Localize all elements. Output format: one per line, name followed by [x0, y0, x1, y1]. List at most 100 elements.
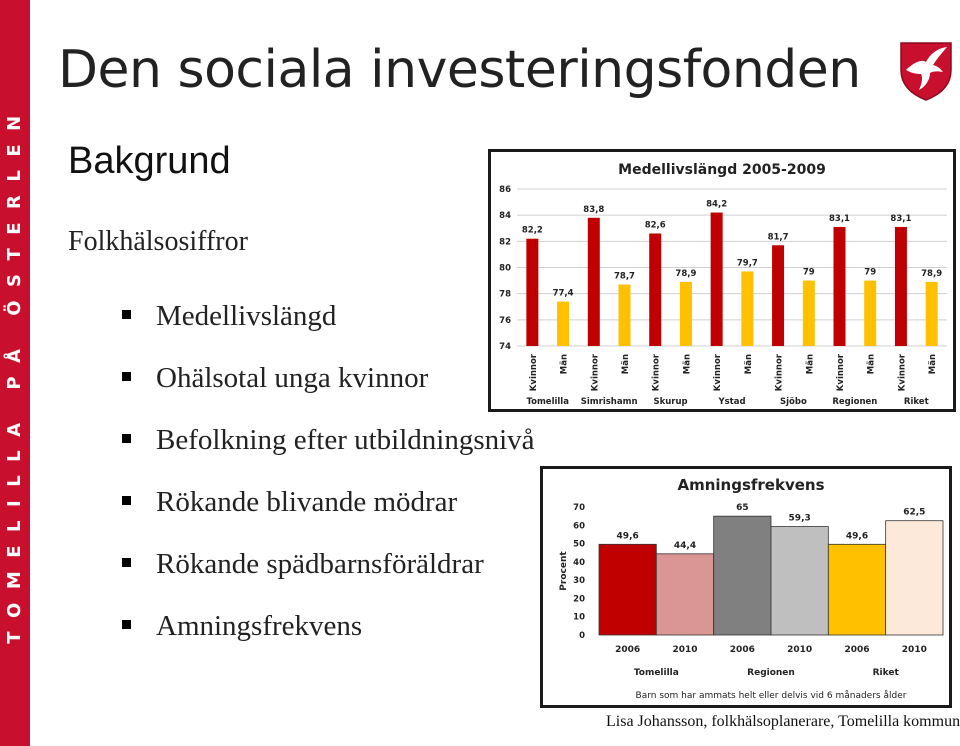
life-expectancy-chart-svg: Medellivslängd 2005-2009 74 76 78 80 82 84 86 82…: [499, 162, 947, 407]
y-tick-label: 20: [573, 594, 585, 604]
x-tick-label: Män: [682, 354, 692, 374]
bullet-text: Rökande spädbarnsföräldrar: [156, 548, 484, 580]
x-tick-label: Kvinnor: [529, 353, 539, 391]
square-bullet-icon: [122, 310, 131, 319]
square-bullet-icon: [122, 434, 131, 443]
bar: [618, 284, 631, 346]
data-label: 83,1: [829, 214, 850, 224]
x-tick-label: Män: [805, 354, 815, 374]
red-kite-shield-icon: [898, 40, 954, 102]
bullet-text: Medellivslängd: [156, 300, 337, 332]
data-label: 83,8: [583, 205, 604, 215]
y-tick-label: 86: [499, 185, 511, 195]
data-label: 62,5: [903, 508, 925, 518]
y-tick-label: 40: [573, 558, 585, 568]
bar: [772, 245, 785, 346]
group-label: Ystad: [717, 397, 745, 407]
bullet-text: Befolkning efter utbildningsnivå: [156, 424, 535, 456]
y-tick-label: 70: [573, 503, 585, 513]
y-tick-label: 10: [573, 613, 585, 623]
group-label: Regionen: [832, 397, 877, 407]
data-label: 49,6: [617, 531, 639, 541]
x-tick-label: 2006: [844, 645, 869, 655]
data-label: 82,6: [645, 220, 666, 230]
bar: [885, 520, 944, 636]
data-label: 79,7: [737, 258, 758, 268]
data-label: 81,7: [768, 232, 789, 242]
x-tick-label: Kvinnor: [836, 353, 846, 391]
y-tick-label: 74: [499, 342, 511, 352]
side-banner-text: TOMELILLA PÅ ÖSTERLEN: [4, 102, 25, 644]
square-bullet-icon: [122, 620, 131, 629]
y-axis-label: Procent: [559, 551, 569, 591]
data-label: 77,4: [553, 289, 574, 299]
bar: [770, 526, 829, 636]
x-tick-label: Kvinnor: [652, 353, 662, 391]
data-label: 84,2: [706, 200, 727, 210]
y-tick-label: 82: [499, 237, 511, 247]
data-label: 79: [864, 268, 876, 278]
data-label: 49,6: [846, 531, 868, 541]
x-tick-label: Kvinnor: [713, 353, 723, 391]
y-tick-label: 76: [499, 316, 511, 326]
data-label: 78,9: [675, 269, 696, 279]
group-label: Simrishamn: [581, 397, 638, 407]
slide-title: Den sociala investeringsfonden: [58, 40, 861, 100]
x-tick-label: Män: [560, 354, 570, 374]
group-label: Skurup: [653, 397, 687, 407]
bullet-text: Rökande blivande mödrar: [156, 486, 458, 518]
bar: [925, 281, 938, 346]
bar: [713, 515, 772, 636]
data-label: 44,4: [674, 541, 696, 551]
bar: [827, 543, 887, 636]
x-tick-label: Män: [928, 354, 938, 374]
chart-title: Amningsfrekvens: [677, 476, 824, 494]
data-label: 82,2: [522, 226, 543, 236]
y-tick-label: 84: [499, 211, 511, 221]
side-banner: TOMELILLA PÅ ÖSTERLEN: [0, 0, 30, 746]
y-tick-label: 0: [579, 631, 585, 641]
bar: [655, 553, 715, 636]
slide-subtitle: Bakgrund: [68, 140, 231, 182]
intro-text: Folkhälsosiffror: [68, 226, 248, 257]
data-label: 78,9: [921, 269, 942, 279]
x-axis-label: Barn som har ammats helt eller delvis vi…: [636, 690, 907, 701]
footer-credit: Lisa Johansson, folkhälsoplanerare, Tome…: [606, 713, 960, 730]
group-label: Regionen: [747, 668, 795, 678]
square-bullet-icon: [122, 558, 131, 567]
bar: [864, 280, 877, 346]
group-label: Riket: [904, 397, 929, 407]
bar: [587, 217, 600, 346]
bullet-text: Ohälsotal unga kvinnor: [156, 362, 429, 394]
y-tick-label: 78: [499, 290, 511, 300]
chart-title: Medellivslängd 2005-2009: [618, 162, 826, 178]
x-tick-label: 2006: [730, 645, 755, 655]
x-tick-label: Män: [744, 354, 754, 374]
bullet-text: Amningsfrekvens: [156, 610, 363, 642]
x-tick-label: Kvinnor: [775, 353, 785, 391]
x-tick-label: Kvinnor: [590, 353, 600, 391]
data-label: 59,3: [789, 514, 811, 524]
x-tick-label: 2010: [672, 645, 697, 655]
life-expectancy-chart: Medellivslängd 2005-2009 74 76 78 80 82 84 86 82…: [488, 149, 956, 412]
bar: [526, 238, 539, 346]
bar: [679, 281, 692, 346]
y-tick-label: 30: [573, 576, 585, 586]
square-bullet-icon: [122, 496, 131, 505]
y-tick-label: 60: [573, 521, 585, 531]
x-tick-label: Män: [621, 354, 631, 374]
group-label: Riket: [873, 668, 900, 678]
x-tick-label: 2010: [902, 645, 927, 655]
x-tick-label: Män: [867, 354, 877, 374]
data-label: 65: [736, 503, 749, 513]
bar: [598, 543, 657, 636]
group-label: Tomelilla: [526, 397, 569, 407]
x-tick-label: 2010: [787, 645, 812, 655]
bar: [710, 212, 723, 346]
group-label: Tomelilla: [634, 668, 679, 678]
bar: [833, 226, 846, 346]
data-label: 79: [803, 268, 815, 278]
breastfeeding-chart-svg: Amningsfrekvens 0 10 20 30 40 50 60 70 Procent 49,…: [559, 476, 944, 701]
data-label: 83,1: [890, 214, 911, 224]
x-tick-label: Kvinnor: [897, 353, 907, 391]
